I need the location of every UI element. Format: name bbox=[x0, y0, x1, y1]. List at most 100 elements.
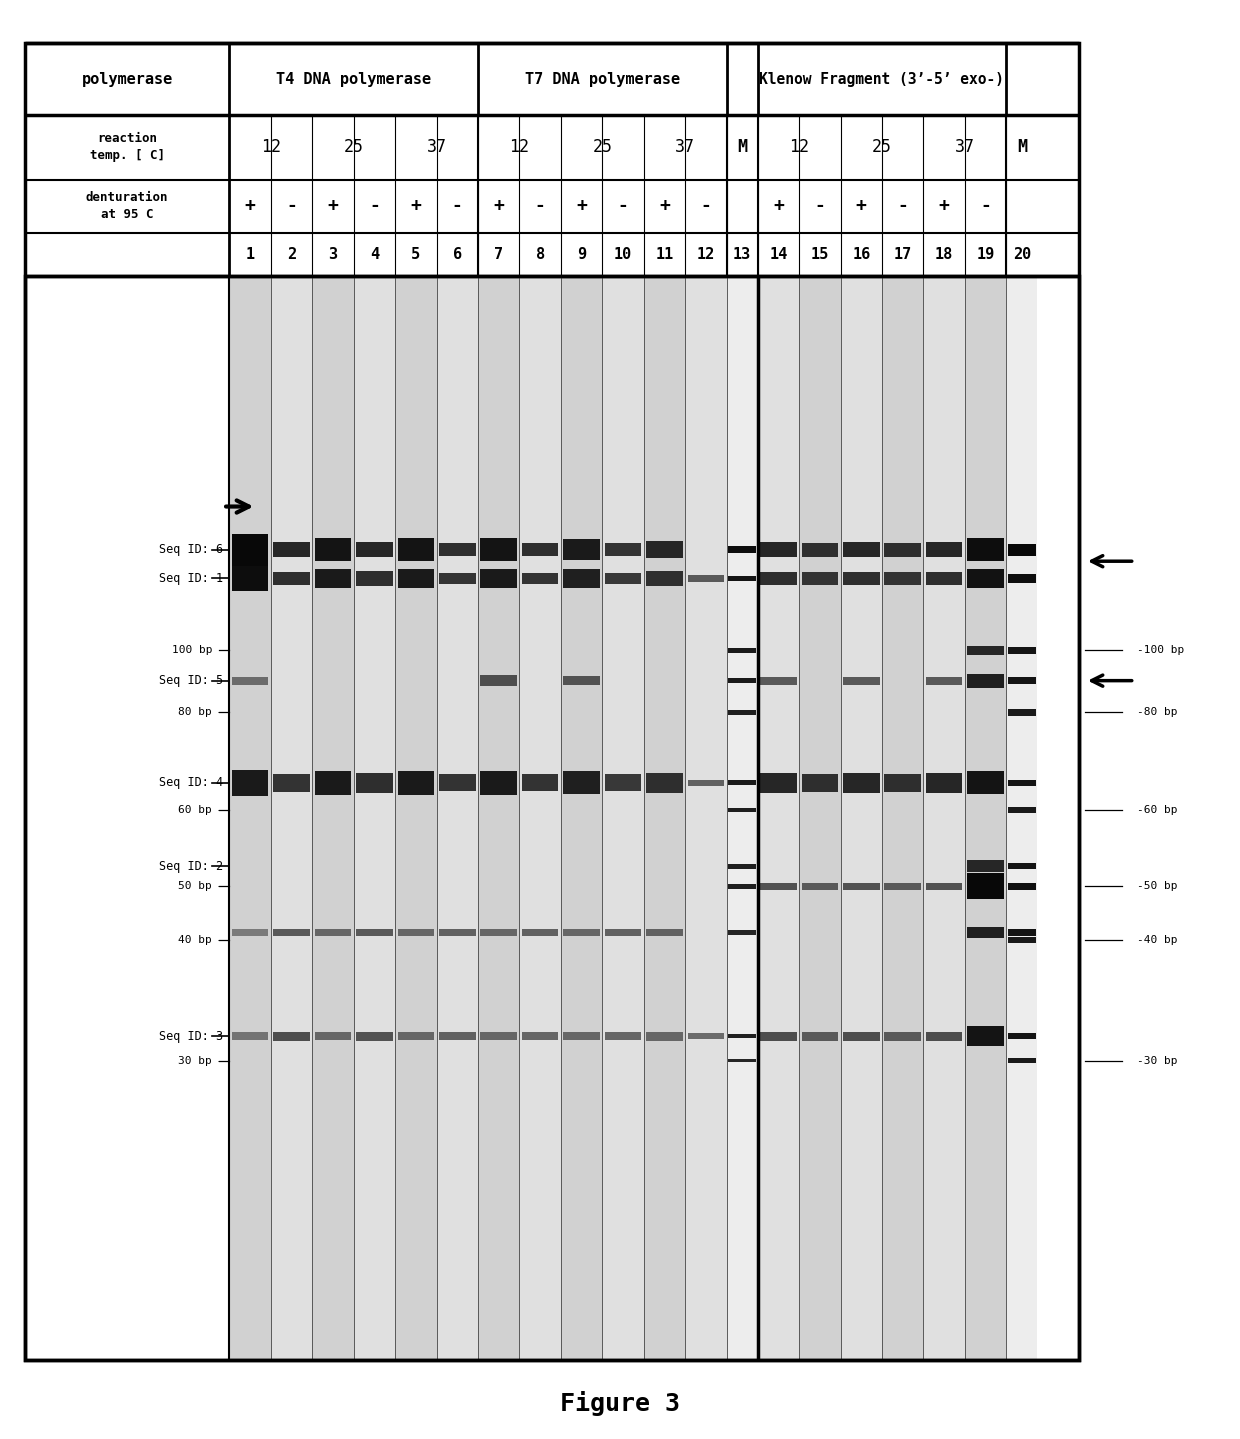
Point bbox=[577, 544, 596, 567]
Point bbox=[776, 1075, 796, 1098]
Point bbox=[711, 363, 730, 386]
Point bbox=[487, 635, 507, 658]
Point bbox=[873, 606, 893, 629]
Point bbox=[730, 1012, 750, 1035]
Point bbox=[246, 717, 265, 740]
Point bbox=[883, 1166, 903, 1189]
Point bbox=[835, 322, 854, 345]
Point bbox=[771, 527, 791, 550]
Point bbox=[479, 907, 498, 930]
Point bbox=[438, 553, 458, 576]
Point bbox=[325, 1112, 345, 1135]
Point bbox=[630, 1056, 650, 1079]
Point bbox=[893, 1085, 913, 1108]
Point bbox=[341, 796, 361, 819]
Point bbox=[445, 1003, 465, 1026]
Point bbox=[934, 1007, 954, 1030]
Point bbox=[357, 1229, 377, 1252]
Point bbox=[961, 384, 981, 407]
Point bbox=[553, 973, 573, 996]
Point bbox=[816, 273, 836, 296]
Point bbox=[486, 555, 506, 578]
Point bbox=[937, 587, 957, 610]
Point bbox=[460, 485, 480, 508]
Point bbox=[945, 1250, 965, 1274]
Point bbox=[522, 1033, 542, 1056]
Point bbox=[816, 1226, 836, 1249]
Point bbox=[807, 720, 827, 743]
Point bbox=[753, 1223, 773, 1246]
Point bbox=[735, 528, 755, 551]
Point bbox=[593, 931, 613, 954]
Point bbox=[582, 1278, 601, 1301]
Point bbox=[662, 502, 682, 525]
Point bbox=[997, 1217, 1017, 1240]
Point bbox=[671, 512, 691, 535]
Point bbox=[655, 1278, 675, 1301]
Point bbox=[929, 686, 949, 709]
Point bbox=[582, 963, 601, 986]
Point bbox=[900, 521, 920, 544]
Point bbox=[756, 745, 776, 768]
Point bbox=[815, 268, 835, 291]
Point bbox=[1019, 1204, 1039, 1227]
Point bbox=[635, 1131, 655, 1154]
Point bbox=[257, 509, 277, 532]
Point bbox=[383, 1204, 403, 1227]
Point bbox=[665, 649, 684, 672]
Point bbox=[516, 650, 536, 673]
Point bbox=[820, 1229, 839, 1252]
Point bbox=[563, 1066, 583, 1089]
Point bbox=[419, 364, 439, 387]
Point bbox=[959, 1158, 978, 1181]
Point bbox=[278, 804, 298, 827]
Point bbox=[548, 1092, 568, 1115]
Point bbox=[383, 535, 403, 558]
Point bbox=[238, 1269, 258, 1292]
Point bbox=[285, 741, 305, 764]
Point bbox=[327, 425, 347, 448]
Point bbox=[537, 1265, 557, 1288]
Point bbox=[305, 1121, 325, 1144]
Point bbox=[428, 866, 448, 889]
Point bbox=[934, 790, 954, 813]
Point bbox=[234, 1161, 254, 1184]
Point bbox=[949, 353, 968, 376]
Point bbox=[560, 1052, 580, 1075]
Point bbox=[971, 704, 991, 727]
Point bbox=[825, 666, 844, 689]
Point bbox=[868, 332, 888, 355]
Point bbox=[970, 738, 990, 761]
Point bbox=[801, 584, 821, 607]
Point bbox=[348, 904, 368, 927]
Point bbox=[554, 330, 574, 353]
Point bbox=[644, 1164, 663, 1187]
Point bbox=[1001, 1243, 1021, 1266]
Point bbox=[804, 581, 823, 604]
Point bbox=[825, 642, 844, 665]
Point bbox=[636, 578, 656, 602]
Point bbox=[358, 1102, 378, 1125]
Point bbox=[496, 1262, 516, 1285]
Point bbox=[289, 1025, 309, 1048]
Text: M: M bbox=[1017, 138, 1027, 157]
Point bbox=[393, 643, 413, 666]
Point bbox=[998, 590, 1018, 613]
Point bbox=[430, 996, 450, 1019]
Point bbox=[981, 1268, 1001, 1291]
Point bbox=[769, 1153, 789, 1176]
Point bbox=[750, 309, 770, 332]
Point bbox=[950, 1226, 970, 1249]
Point bbox=[944, 1223, 963, 1246]
Point bbox=[304, 1138, 324, 1161]
Point bbox=[815, 1302, 835, 1325]
Point bbox=[849, 876, 869, 899]
Point bbox=[365, 1284, 384, 1307]
Point bbox=[435, 275, 455, 298]
Point bbox=[373, 721, 393, 744]
Point bbox=[898, 543, 918, 566]
Point bbox=[241, 380, 260, 403]
Point bbox=[857, 740, 877, 763]
Point bbox=[574, 789, 594, 812]
Point bbox=[528, 640, 548, 663]
